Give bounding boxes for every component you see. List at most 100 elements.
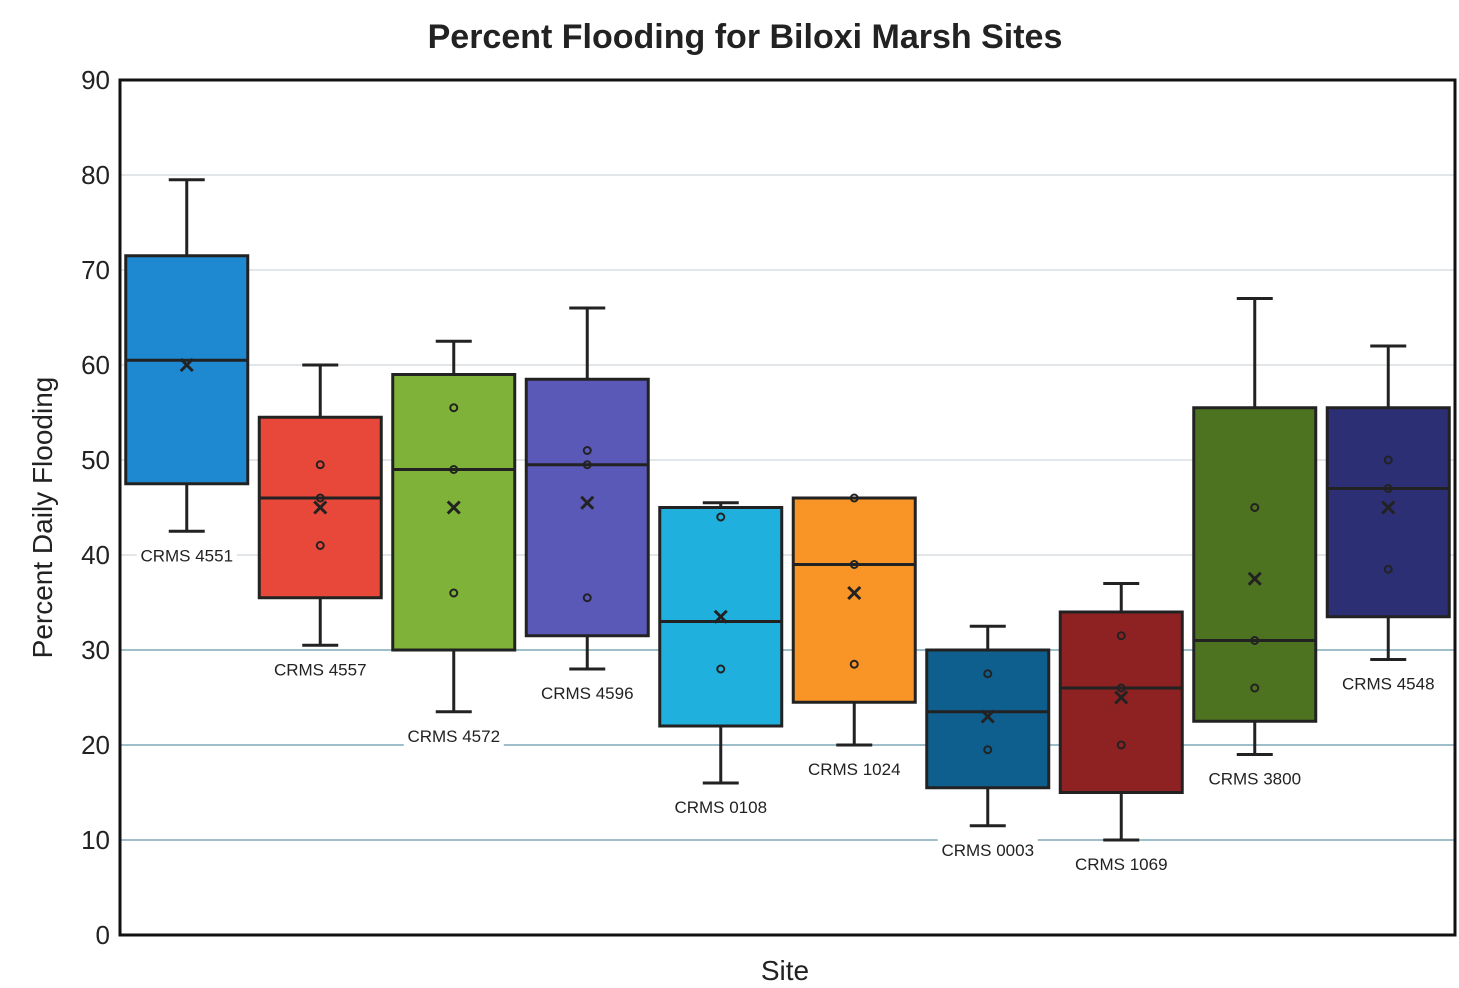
y-tick-label: 10 xyxy=(81,825,110,855)
y-tick-label: 30 xyxy=(81,635,110,665)
box-series: CRMS 4551 CRMS 4557 CRMS 4572 CRMS 4596 CRMS… xyxy=(124,178,1451,877)
site-label-backdrop xyxy=(403,724,504,749)
data-point xyxy=(449,465,459,474)
interquartile-box xyxy=(791,496,917,704)
y-tick-label: 80 xyxy=(81,160,110,190)
interquartile-box xyxy=(1325,406,1451,619)
chart-title: Percent Flooding for Biloxi Marsh Sites xyxy=(428,18,1063,56)
box-crms-0108: CRMS 0108 xyxy=(658,501,784,820)
mean-marker-stroke xyxy=(980,709,995,724)
site-label: CRMS 4551 xyxy=(140,546,233,565)
data-point xyxy=(582,446,592,455)
interquartile-box xyxy=(1192,406,1318,723)
site-label: CRMS 0108 xyxy=(674,798,767,817)
mean-marker xyxy=(313,500,328,515)
interquartile-box xyxy=(391,373,517,652)
data-point xyxy=(1383,564,1393,574)
box-crms-4548: CRMS 4548 xyxy=(1325,344,1451,697)
data-point xyxy=(1250,636,1260,645)
site-label: CRMS 4548 xyxy=(1342,675,1435,694)
box-crms-3800: CRMS 3800 xyxy=(1192,297,1318,792)
data-point xyxy=(1116,683,1126,693)
mean-marker-stroke xyxy=(179,357,194,373)
box-crms-4551: CRMS 4551 xyxy=(124,178,250,569)
mean-marker-stroke xyxy=(1114,690,1129,705)
y-tick-label: 60 xyxy=(81,350,110,380)
data-point xyxy=(849,493,859,503)
interquartile-box xyxy=(1058,610,1184,794)
site-label-backdrop xyxy=(1338,672,1439,697)
data-point xyxy=(716,664,726,674)
y-axis-tick-labels: 0 10 20 30 40 50 60 70 80 90 xyxy=(81,65,110,950)
site-label-backdrop xyxy=(804,758,905,782)
mean-marker xyxy=(713,609,728,624)
site-label-backdrop xyxy=(136,544,237,569)
box-crms-1024: CRMS 1024 xyxy=(791,493,917,782)
site-label: CRMS 1069 xyxy=(1075,855,1168,874)
y-tick-label: 20 xyxy=(81,730,110,760)
site-label-backdrop xyxy=(1071,853,1172,877)
data-point xyxy=(1116,631,1126,641)
y-axis-title: Percent Daily Flooding xyxy=(27,377,58,659)
data-point xyxy=(315,541,325,550)
site-label-backdrop xyxy=(937,838,1038,863)
data-point xyxy=(449,588,459,598)
data-point xyxy=(582,460,592,470)
data-point xyxy=(449,403,459,413)
site-label: CRMS 4596 xyxy=(541,684,634,703)
mean-marker xyxy=(580,495,595,510)
mean-marker xyxy=(446,500,461,515)
box-crms-1069: CRMS 1069 xyxy=(1058,582,1184,877)
data-point xyxy=(983,745,993,755)
interquartile-box xyxy=(524,377,650,638)
data-point xyxy=(1383,455,1393,465)
y-tick-label: 0 xyxy=(96,920,110,950)
mean-marker-stroke xyxy=(313,500,328,515)
y-tick-label: 90 xyxy=(81,65,110,95)
box-crms-0003: CRMS 0003 xyxy=(925,624,1051,863)
mean-marker xyxy=(1381,500,1396,515)
mean-marker-stroke xyxy=(446,500,461,515)
mean-marker xyxy=(1247,571,1262,586)
mean-marker-stroke xyxy=(1247,571,1262,586)
box-crms-4557: CRMS 4557 xyxy=(257,363,383,683)
y-tick-label: 70 xyxy=(81,255,110,285)
data-point xyxy=(983,669,993,679)
data-point xyxy=(849,659,859,669)
y-tick-label: 40 xyxy=(81,540,110,570)
box-crms-4572: CRMS 4572 xyxy=(391,339,517,749)
site-label: CRMS 0003 xyxy=(941,841,1034,860)
site-label-backdrop xyxy=(670,796,771,820)
data-point xyxy=(849,560,859,569)
mean-marker xyxy=(847,585,862,601)
data-point xyxy=(315,460,325,470)
interquartile-box xyxy=(925,648,1051,790)
data-point xyxy=(1250,503,1260,512)
data-point xyxy=(1383,484,1393,493)
site-label-backdrop xyxy=(537,682,638,706)
site-label: CRMS 3800 xyxy=(1208,770,1301,789)
site-label: CRMS 1024 xyxy=(808,760,901,779)
mean-marker xyxy=(1114,690,1129,705)
mean-marker xyxy=(179,357,194,373)
data-point xyxy=(582,593,592,603)
y-tick-label: 50 xyxy=(81,445,110,475)
mean-marker-stroke xyxy=(1381,500,1396,515)
data-point xyxy=(1250,683,1260,693)
data-point xyxy=(315,493,325,503)
mean-marker-stroke xyxy=(580,495,595,510)
mean-marker-stroke xyxy=(847,585,862,601)
plot-area-frame xyxy=(118,78,1457,937)
site-label: CRMS 4572 xyxy=(407,727,500,746)
data-point xyxy=(716,512,726,522)
interquartile-box xyxy=(124,254,250,486)
box-crms-4596: CRMS 4596 xyxy=(524,306,650,706)
mean-marker-stroke xyxy=(713,609,728,624)
site-label-backdrop xyxy=(1204,767,1305,792)
site-label: CRMS 4557 xyxy=(274,660,367,679)
mean-marker xyxy=(980,709,995,724)
data-point xyxy=(1116,740,1126,750)
site-label-backdrop xyxy=(270,658,371,683)
x-axis-title: Site xyxy=(761,955,809,986)
